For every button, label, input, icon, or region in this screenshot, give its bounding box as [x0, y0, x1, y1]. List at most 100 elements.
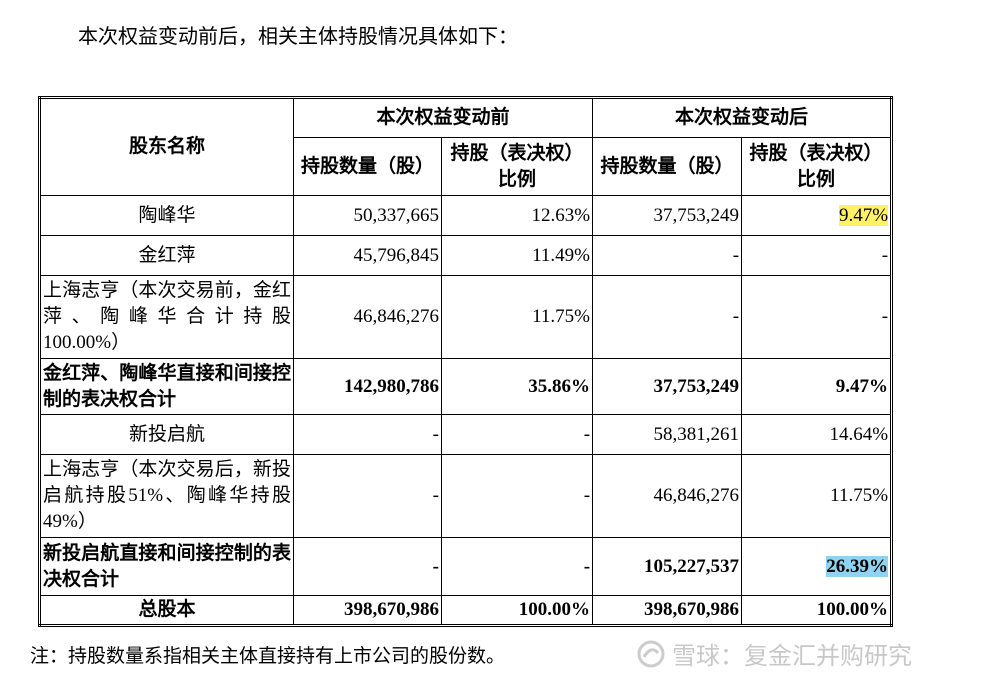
cell-text: 11.75% — [830, 485, 889, 506]
table-cell: 398,670,986 — [592, 595, 743, 626]
cell-text: 上海志亨（本次交易前，金红萍、陶峰华合计持股100.00%） — [43, 280, 291, 353]
table-cell: 100.00% — [440, 595, 594, 626]
table-cell: 新投启航直接和间接控制的表决权合计 — [39, 537, 294, 596]
cell-text: - — [432, 423, 439, 445]
note: 注：持股数量系指相关主体直接持有上市公司的股份数。 — [30, 646, 506, 667]
header-cell: 持股（表决权）比例 — [440, 137, 594, 196]
table-cell: 上海志亨（本次交易后，新投启航持股51%、陶峰华持股49%） — [39, 454, 294, 538]
table-cell: 9.47% — [741, 195, 893, 236]
table-cell: - — [592, 275, 743, 359]
table-cell: 11.49% — [440, 235, 594, 276]
table-cell: - — [592, 235, 743, 276]
table-cell: 50,337,665 — [293, 195, 442, 236]
cell-text: 398,670,986 — [644, 599, 740, 620]
cell-text: - — [583, 555, 591, 577]
cell-text: 总股本 — [138, 599, 196, 620]
header-row: 股东名称 本次权益变动前 本次权益变动后 — [39, 97, 893, 196]
header-cell: 持股数量（股） — [293, 137, 442, 196]
cell-text: 46,846,276 — [353, 306, 440, 327]
header-cell: 持股数量（股） — [592, 137, 743, 196]
cell-text: - — [732, 306, 740, 327]
header-row: 持股数量（股） 持股（表决权）比例 持股数量（股） 持股（表决权）比例 — [40, 137, 893, 196]
table-cell: - — [741, 235, 893, 276]
cell-text: - — [881, 306, 889, 327]
cell-text: 100.00% — [518, 599, 591, 620]
cell-text: - — [583, 423, 591, 445]
intro-text: 本次权益变动前后，相关主体持股情况具体如下： — [78, 26, 518, 48]
table-cell: 35.86% — [440, 358, 594, 415]
cell-text: 11.75% — [532, 306, 591, 327]
table-cell: 45,796,845 — [293, 235, 442, 276]
header-cell: 本次权益变动后 — [592, 97, 893, 138]
watermark-logo — [637, 640, 665, 667]
table-cell: 总股本 — [39, 595, 294, 626]
cell-text: - — [732, 244, 740, 266]
table-cell: 26.39% — [741, 537, 893, 596]
table-cell: 11.75% — [440, 275, 594, 359]
table-row: 金红萍、陶峰华直接和间接控制的表决权合计 142,980,786 35.86% 37,… — [39, 358, 893, 415]
table-row: 上海志亨（本次交易后，新投启航持股51%、陶峰华持股49%） - - 46,846,2… — [39, 454, 893, 538]
header-cell: 股东名称 — [39, 97, 294, 196]
table-cell: 46,846,276 — [592, 454, 743, 538]
cell-text: 新投启航 — [128, 423, 205, 445]
table-row: 新投启航直接和间接控制的表决权合计 - - 105,227,537 26.39% — [39, 537, 893, 596]
table-cell: - — [440, 537, 594, 596]
table-cell: 37,753,249 — [592, 358, 743, 415]
header-cell: 持股（表决权）比例 — [741, 137, 893, 196]
table-cell: 金红萍 — [39, 235, 294, 276]
cell-text: - — [432, 485, 439, 506]
table-row: 金红萍 45,796,845 11.49% - - — [39, 235, 893, 276]
shareholding-table: 股东名称 本次权益变动前 本次权益变动后 持股数量（股） 持股（表决权）比例 持… — [38, 96, 894, 627]
cell-text: 陶峰华 — [138, 204, 196, 226]
watermark: 雪球：复金汇并购研究 — [636, 636, 912, 671]
cell-text: 26.39% — [826, 555, 889, 577]
cell-text: 50,337,665 — [353, 204, 440, 226]
cell-text: - — [583, 485, 591, 506]
table-row: 陶峰华 50,337,665 12.63% 37,753,249 9.47% — [39, 195, 893, 236]
table-cell: - — [293, 414, 442, 455]
table-cell: 陶峰华 — [39, 195, 294, 236]
table-cell: 142,980,786 — [293, 358, 442, 415]
table-cell: 105,227,537 — [592, 537, 743, 596]
table-cell: 11.75% — [741, 454, 893, 538]
table-cell: 14.64% — [741, 414, 893, 455]
table-row: 上海志亨（本次交易前，金红萍、陶峰华合计持股100.00%） 46,846,276… — [39, 275, 893, 359]
cell-text: 46,846,276 — [653, 485, 740, 506]
table-cell: 58,381,261 — [592, 414, 743, 455]
cell-text: 14.64% — [829, 423, 889, 445]
cell-text: 37,753,249 — [653, 375, 740, 397]
watermark-text: 雪球：复金汇并购研究 — [672, 642, 912, 670]
cell-text: 新投启航直接和间接控制的表决权合计 — [43, 542, 291, 590]
table-cell: - — [293, 537, 442, 596]
cell-text: 金红萍、陶峰华直接和间接控制的表决权合计 — [43, 362, 291, 410]
cell-text: 12.63% — [531, 204, 591, 226]
table-row: 总股本 398,670,986 100.00% 398,670,986 100.00% — [39, 595, 893, 626]
cell-text: 9.47% — [838, 204, 889, 226]
table-cell: - — [440, 454, 594, 538]
cell-text: - — [432, 555, 439, 577]
cell-text: 上海志亨（本次交易后，新投启航持股51%、陶峰华持股49%） — [43, 459, 291, 532]
cell-text: 金红萍 — [138, 244, 196, 266]
table-cell: 新投启航 — [39, 414, 294, 455]
table-cell: 398,670,986 — [293, 595, 442, 626]
table-cell: 9.47% — [741, 358, 893, 415]
cell-text: 37,753,249 — [653, 204, 740, 226]
cell-text: 100.00% — [816, 599, 889, 620]
table-row: 新投启航 - - 58,381,261 14.64% — [39, 414, 893, 455]
table-cell: 46,846,276 — [293, 275, 442, 359]
cell-text: 398,670,986 — [344, 599, 439, 620]
table-cell: 上海志亨（本次交易前，金红萍、陶峰华合计持股100.00%） — [39, 275, 294, 359]
header-cell: 本次权益变动前 — [292, 97, 594, 138]
cell-text: 105,227,537 — [644, 555, 740, 577]
table-cell: - — [741, 275, 893, 359]
table-cell: - — [293, 454, 442, 538]
cell-text: 9.47% — [835, 375, 889, 397]
table-cell: 12.63% — [440, 195, 594, 236]
cell-text: 11.49% — [532, 244, 591, 266]
cell-text: 142,980,786 — [344, 375, 439, 397]
table-cell: 37,753,249 — [592, 195, 743, 236]
cell-text: 58,381,261 — [653, 423, 740, 445]
cell-text: 45,796,845 — [353, 244, 440, 266]
cell-text: 35.86% — [528, 375, 591, 397]
